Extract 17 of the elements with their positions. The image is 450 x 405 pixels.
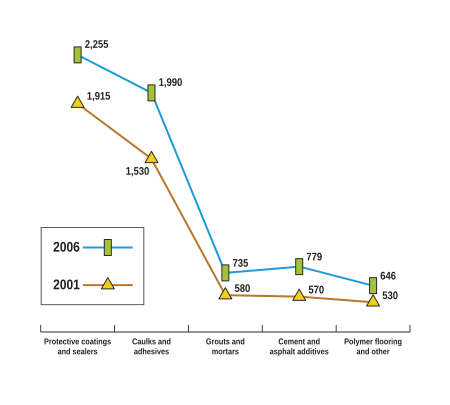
legend-label: 2006 <box>54 242 80 252</box>
data-label: 580 <box>234 284 250 292</box>
x-tick-label: Caulks and adhesives <box>132 338 170 354</box>
data-label: 2,255 <box>85 40 108 50</box>
data-label: 646 <box>380 272 396 280</box>
data-label: 735 <box>232 259 248 267</box>
data-label: 779 <box>306 252 322 260</box>
data-label: 1,915 <box>87 92 110 102</box>
x-tick-label: Grouts and mortars <box>206 338 244 354</box>
legend-label: 2001 <box>54 279 80 290</box>
x-tick-label: Polymer flooring and other <box>344 338 402 354</box>
data-label: 1,530 <box>126 167 149 176</box>
x-tick-label: Cement and asphalt additives <box>270 338 328 356</box>
data-label: 570 <box>308 286 324 294</box>
data-label: 1,990 <box>159 78 182 88</box>
data-label: 530 <box>382 291 398 300</box>
x-tick-label: Protective coatings and sealers <box>44 338 111 354</box>
